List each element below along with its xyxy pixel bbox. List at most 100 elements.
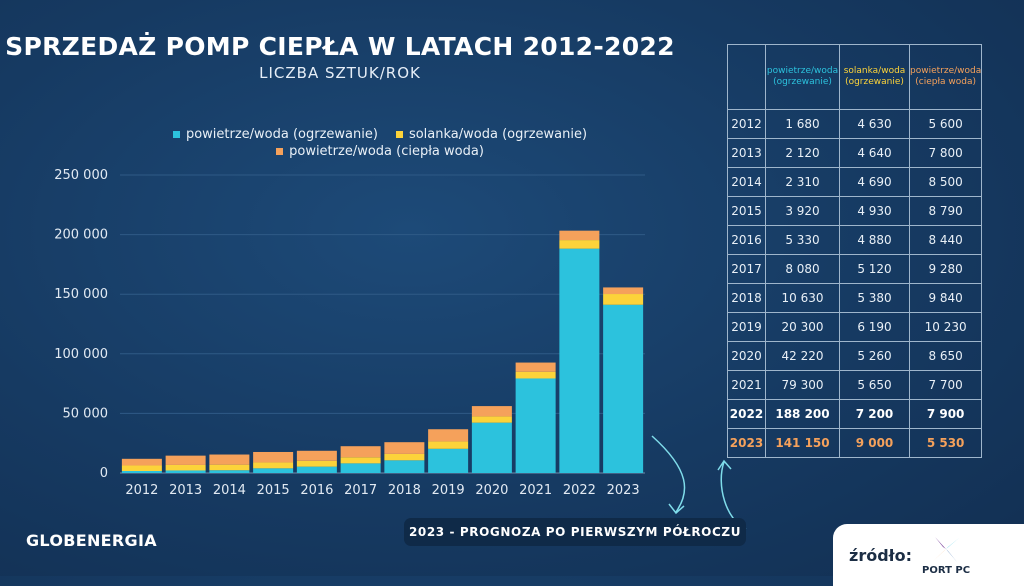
table-cell-year: 2013 [727, 138, 766, 168]
table-row: 2019 20 300 6 190 10 230 [727, 312, 983, 342]
x-tick-label: 2018 [388, 483, 421, 498]
y-axis-ticks: 0 50 000 100 000 150 000 200 000 250 000 [54, 168, 108, 481]
bar-segment-1 [471, 422, 512, 473]
legend-label-air-hot-water: powietrze/woda (ciepła woda) [289, 144, 484, 159]
bar-segment-2 [428, 441, 469, 449]
table-header-row: powietrze/woda (ogrzewanie) solanka/woda… [727, 44, 983, 110]
bar-segment-1 [209, 470, 250, 473]
forecast-arrow [651, 435, 686, 513]
table-cell-year: 2022 [727, 399, 766, 429]
bar-segment-3 [121, 458, 162, 466]
table-header-year [727, 44, 766, 110]
table-cell-value: 5 650 [839, 370, 910, 400]
table-cell-value: 7 200 [839, 399, 910, 429]
table-cell-value: 79 300 [765, 370, 840, 400]
table-cell-year: 2019 [727, 312, 766, 342]
bar-segment-1 [603, 304, 644, 473]
table-cell-value: 5 380 [839, 283, 910, 313]
table-header-air-hot-water: powietrze/woda (ciepła woda) [908, 44, 983, 110]
bar-segment-2 [559, 240, 600, 249]
table-cell-value: 2 120 [765, 138, 840, 168]
table-row: 2021 79 300 5 650 7 700 [727, 370, 983, 400]
table-cell-value: 1 680 [765, 109, 840, 139]
bar-segment-1 [384, 460, 425, 473]
table-cell-value: 10 630 [765, 283, 840, 313]
table-cell-year: 2023 [727, 428, 766, 458]
bar-segment-2 [515, 371, 556, 379]
x-axis-ticks: 2012 2013 2014 2015 2016 2017 2018 2019 2020 2021… [125, 483, 639, 498]
bar-segment-3 [253, 451, 294, 463]
bar-segment-1 [165, 470, 206, 473]
x-tick-label: 2012 [125, 483, 158, 498]
table-cell-value: 4 880 [839, 225, 910, 255]
table-cell-value: 5 530 [908, 428, 983, 458]
table-cell-value: 9 280 [908, 254, 983, 284]
x-tick-label: 2014 [213, 483, 246, 498]
table-cell-year: 2015 [727, 196, 766, 226]
bar-segment-3 [515, 362, 556, 372]
source-label: źródło: [849, 545, 912, 565]
x-tick-label: 2015 [257, 483, 290, 498]
table-cell-value: 4 930 [839, 196, 910, 226]
legend-item-brine-heating: solanka/woda (ogrzewanie) [395, 127, 587, 142]
bar-segment-3 [428, 429, 469, 442]
legend-swatch-air-hot-water [276, 148, 284, 155]
table-cell-value: 7 800 [908, 138, 983, 168]
bar-segment-2 [165, 464, 206, 471]
y-tick-label: 250 000 [54, 168, 108, 183]
bar-segment-3 [384, 442, 425, 454]
table-row: 2018 10 630 5 380 9 840 [727, 283, 983, 313]
forecast-arrow-head [668, 503, 685, 515]
y-tick-label: 150 000 [54, 287, 108, 302]
port-pc-logo-text: PORT PC [921, 565, 971, 576]
bar-segment-2 [471, 416, 512, 423]
table-cell-value: 188 200 [765, 399, 840, 429]
forecast-table-arrow-head [717, 459, 732, 471]
x-tick-label: 2022 [563, 483, 596, 498]
x-tick-label: 2021 [519, 483, 552, 498]
y-tick-label: 0 [100, 466, 108, 481]
table-cell-value: 4 690 [839, 167, 910, 197]
bar-segment-3 [296, 450, 337, 461]
bar-segment-3 [209, 454, 250, 465]
table-row: 2012 1 680 4 630 5 600 [727, 109, 983, 139]
table-cell-value: 20 300 [765, 312, 840, 342]
table-cell-value: 9 840 [908, 283, 983, 313]
bar-segment-2 [340, 457, 381, 464]
table-row: 2016 5 330 4 880 8 440 [727, 225, 983, 255]
bar-segment-2 [603, 294, 644, 305]
table-cell-year: 2021 [727, 370, 766, 400]
table-cell-value: 8 650 [908, 341, 983, 371]
x-tick-label: 2013 [169, 483, 202, 498]
bar-segment-2 [384, 453, 425, 461]
bar-segment-3 [165, 455, 206, 465]
forecast-note: 2023 - PROGNOZA PO PIERWSZYM PÓŁROCZU [404, 518, 746, 546]
table-cell-value: 7 900 [908, 399, 983, 429]
table-row: 2017 8 080 5 120 9 280 [727, 254, 983, 284]
legend: powietrze/woda (ogrzewanie) solanka/woda… [120, 127, 640, 161]
bar-segment-1 [296, 466, 337, 473]
x-tick-label: 2020 [475, 483, 508, 498]
table-cell-value: 6 190 [839, 312, 910, 342]
table-row: 2020 42 220 5 260 8 650 [727, 341, 983, 371]
table-cell-year: 2012 [727, 109, 766, 139]
table-cell-value: 141 150 [765, 428, 840, 458]
table-cell-value: 42 220 [765, 341, 840, 371]
table-cell-year: 2018 [727, 283, 766, 313]
table-cell-year: 2016 [727, 225, 766, 255]
table-cell-value: 8 080 [765, 254, 840, 284]
table-row: 2023 141 150 9 000 5 530 [727, 428, 983, 458]
table-cell-value: 8 790 [908, 196, 983, 226]
bar-segment-3 [559, 230, 600, 241]
table-row: 2022 188 200 7 200 7 900 [727, 399, 983, 429]
bar-segment-1 [428, 448, 469, 473]
y-tick-label: 200 000 [54, 228, 108, 243]
table-row: 2015 3 920 4 930 8 790 [727, 196, 983, 226]
bar-segment-1 [559, 248, 600, 473]
y-tick-label: 50 000 [63, 406, 109, 421]
brand-logo: GLOBENERGIA [26, 531, 157, 550]
table-cell-value: 2 310 [765, 167, 840, 197]
table-cell-value: 5 330 [765, 225, 840, 255]
table-cell-value: 5 600 [908, 109, 983, 139]
